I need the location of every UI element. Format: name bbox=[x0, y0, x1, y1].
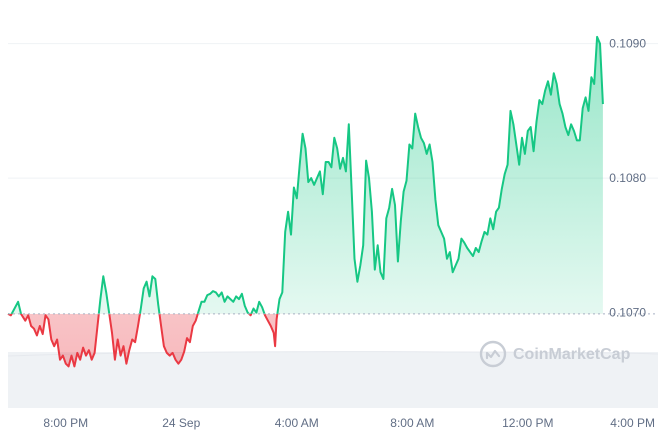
area-above-baseline bbox=[8, 36, 603, 314]
x-tick-label: 4:00 AM bbox=[275, 416, 319, 430]
price-line-up bbox=[7, 35, 604, 314]
y-tick-label: 0.1080 bbox=[609, 171, 646, 185]
area-below-baseline bbox=[8, 313, 278, 367]
y-axis-labels: 0.1070 0.1080 0.1090 bbox=[609, 37, 646, 320]
price-lines bbox=[7, 35, 604, 368]
x-axis-labels: 8:00 PM 24 Sep 4:00 AM 8:00 AM 12:00 PM 4:00 … bbox=[43, 416, 655, 430]
area-fills bbox=[8, 36, 603, 367]
volume-top-edge bbox=[7, 351, 659, 357]
volume-area bbox=[8, 352, 658, 408]
watermark-text: CoinMarketCap bbox=[513, 346, 631, 363]
price-line-down bbox=[7, 313, 279, 368]
x-tick-label: 12:00 PM bbox=[502, 416, 553, 430]
x-tick-label: 4:00 PM bbox=[610, 416, 655, 430]
x-tick-label: 8:00 AM bbox=[390, 416, 434, 430]
y-tick-label: 0.1090 bbox=[609, 37, 646, 51]
y-tick-label: 0.1070 bbox=[609, 306, 646, 320]
coinmarketcap-logo-icon bbox=[479, 340, 507, 368]
x-tick-label: 24 Sep bbox=[162, 416, 200, 430]
x-tick-label: 8:00 PM bbox=[43, 416, 88, 430]
watermark: CoinMarketCap bbox=[479, 340, 631, 368]
